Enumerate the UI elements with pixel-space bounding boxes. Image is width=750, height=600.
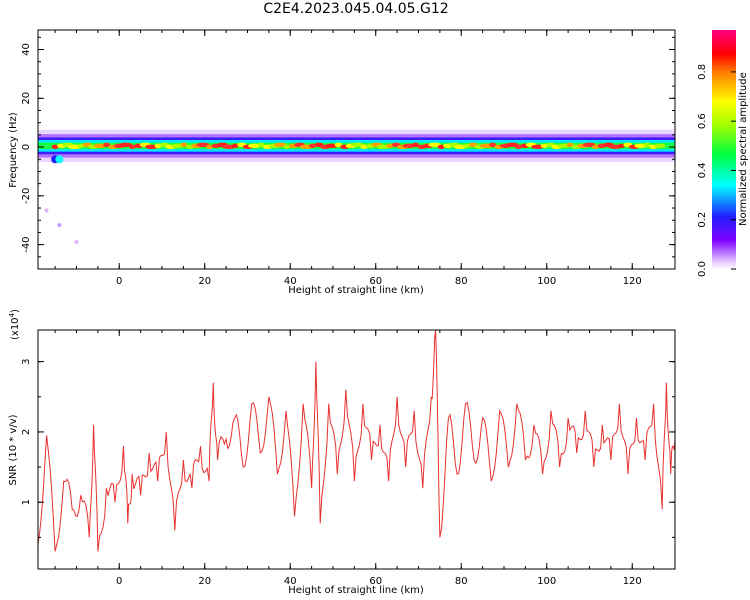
y-tick-label: -20 <box>21 188 32 204</box>
heatmap-outlier <box>44 208 49 213</box>
heatmap-hotspot <box>257 142 265 148</box>
x-tick-label: 120 <box>623 576 642 587</box>
y-tick-label: 0 <box>21 144 32 150</box>
heatmap-hotspot <box>463 143 471 149</box>
heatmap-hotspot <box>180 142 188 148</box>
heatmap-hotspot <box>206 144 214 150</box>
heatmap-hotspot <box>360 144 368 150</box>
heatmap-hotspot <box>437 144 445 150</box>
heatmap-axes: 0 20 40 60 80 100 120 40 20 0 -20 -40 <box>21 30 676 287</box>
heatmap-hotspot <box>489 142 497 148</box>
heatmap-hotspot <box>654 143 666 149</box>
x-tick-label: 80 <box>455 576 468 587</box>
heatmap-hotspot <box>643 142 651 148</box>
heatmap-hotspot <box>514 144 522 150</box>
x-tick-label: 20 <box>198 276 211 287</box>
colorbar-tick-label: 0.8 <box>697 64 708 80</box>
heatmap-hotspot <box>154 143 162 149</box>
x-tick-label: 0 <box>116 276 122 287</box>
heatmap-hotspot <box>334 142 342 148</box>
snr-axes: 0 20 40 60 80 100 120 3 2 1 <box>21 330 676 587</box>
y-tick-label: 20 <box>21 92 32 105</box>
colorbar-tick-label: 0.2 <box>697 212 708 228</box>
y-tick-label: -40 <box>21 236 32 252</box>
x-tick-label: 60 <box>369 276 382 287</box>
x-tick-label: 80 <box>455 276 468 287</box>
x-tick-label: 100 <box>537 276 556 287</box>
heatmap-outlier <box>74 240 79 245</box>
x-tick-label: 100 <box>537 576 556 587</box>
heatmap-hotspot <box>103 142 111 148</box>
y-tick-label: 2 <box>21 429 32 435</box>
chart-title: C2E4.2023.045.04.05.G12 <box>263 1 449 17</box>
heatmap-hotspot <box>386 143 394 149</box>
snr-line <box>38 330 675 552</box>
y-tick-label: 40 <box>21 43 32 56</box>
snr-frame <box>37 329 676 570</box>
colorbar-axis: 0.0 0.2 0.4 0.6 0.8 <box>697 64 736 277</box>
x-tick-label: 60 <box>369 576 382 587</box>
heatmap-x-axis-label: Height of straight line (km) <box>288 285 424 296</box>
heatmap-hotspot <box>566 142 574 148</box>
snr-x-axis-label: Height of straight line (km) <box>288 585 424 596</box>
heatmap-outlier <box>55 155 64 164</box>
x-tick-label: 40 <box>284 276 297 287</box>
x-tick-label: 40 <box>284 576 297 587</box>
heatmap-hotspot <box>540 143 548 149</box>
heatmap-hotspot <box>128 144 136 150</box>
snr-exponent-label: (x104) <box>8 309 21 340</box>
heatmap-hotspot <box>51 144 59 150</box>
y-tick-label: 3 <box>21 358 32 364</box>
heatmap-hotspot <box>283 144 291 150</box>
heatmap-hotspot <box>617 143 625 149</box>
x-tick-label: 20 <box>198 576 211 587</box>
colorbar <box>712 30 736 269</box>
y-tick-label: 1 <box>21 499 32 505</box>
heatmap-outlier <box>57 223 62 228</box>
heatmap-y-axis-label: Frequency (Hz) <box>8 112 19 188</box>
heatmap-hotspot <box>411 142 419 148</box>
snr-y-axis-label: SNR (10 * v/v) <box>8 414 19 485</box>
colorbar-tick-label: 0.0 <box>697 261 708 277</box>
colorbar-tick-label: 0.4 <box>697 162 708 178</box>
heatmap-hotspot <box>231 143 239 149</box>
heatmap-hotspot <box>77 143 85 149</box>
colorbar-label: Normalized spectral amplitude <box>738 72 749 226</box>
heatmap-area <box>38 129 675 245</box>
x-tick-label: 0 <box>116 576 122 587</box>
heatmap-frame <box>37 29 676 270</box>
colorbar-tick-label: 0.6 <box>697 113 708 129</box>
snr-plot-area <box>38 330 675 552</box>
x-tick-label: 120 <box>623 276 642 287</box>
heatmap-hotspot <box>309 143 317 149</box>
heatmap-hotspot <box>592 144 600 150</box>
